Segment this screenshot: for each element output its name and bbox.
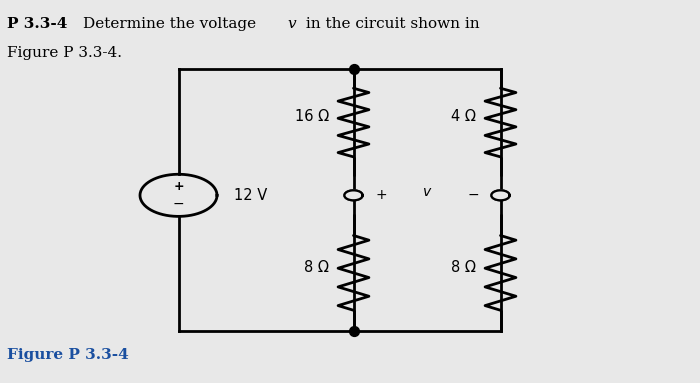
Polygon shape	[491, 190, 510, 200]
Text: 4 Ω: 4 Ω	[451, 109, 476, 124]
Point	[348, 328, 359, 334]
Text: v: v	[423, 185, 431, 198]
Text: −: −	[173, 197, 184, 211]
Polygon shape	[344, 190, 363, 200]
Text: P 3.3-4: P 3.3-4	[7, 17, 67, 31]
Text: 8 Ω: 8 Ω	[451, 260, 476, 275]
Text: 8 Ω: 8 Ω	[304, 260, 329, 275]
Point	[348, 66, 359, 72]
Text: +: +	[173, 180, 184, 193]
Text: v: v	[287, 17, 295, 31]
Text: +: +	[375, 188, 387, 202]
Text: 16 Ω: 16 Ω	[295, 109, 329, 124]
Text: Figure P 3.3-4: Figure P 3.3-4	[7, 348, 129, 362]
Text: in the circuit shown in: in the circuit shown in	[301, 17, 480, 31]
Text: Determine the voltage: Determine the voltage	[83, 17, 260, 31]
Text: −: −	[467, 188, 479, 202]
Text: 12 V: 12 V	[234, 188, 267, 203]
Text: Figure P 3.3-4.: Figure P 3.3-4.	[7, 46, 122, 60]
